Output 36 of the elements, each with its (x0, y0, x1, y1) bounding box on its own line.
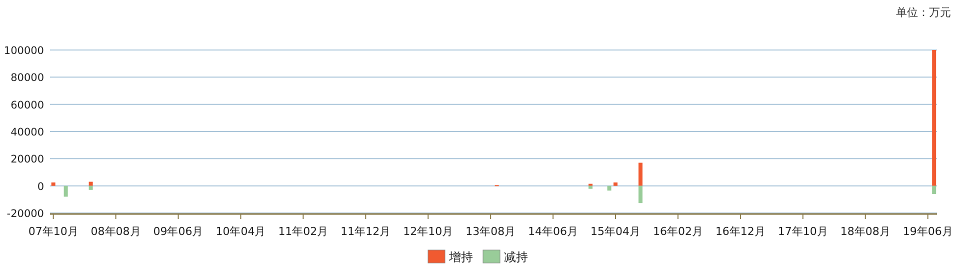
bar (932, 186, 936, 194)
y-tick-label: 0 (37, 180, 44, 193)
y-tick-label: 40000 (10, 126, 44, 138)
y-tick-label: 80000 (10, 72, 44, 84)
text: 单位：万元 (896, 6, 951, 19)
x-tick-label: 16年02月 (652, 225, 703, 238)
x-tick-label: 10年04月 (216, 225, 266, 238)
x-tick-label: 13年08月 (466, 225, 516, 238)
bar (88, 186, 93, 190)
x-tick-label: 07年10月 (28, 225, 78, 238)
x-tick-label: 11年12月 (340, 225, 391, 238)
bar (607, 186, 612, 191)
bar (614, 182, 618, 186)
bar (588, 186, 593, 189)
x-tick-label: 15年04月 (590, 225, 641, 238)
y-tick-label: 100000 (4, 45, 44, 57)
bar (51, 182, 56, 186)
legend-label: 增持 (448, 250, 473, 264)
bar (638, 162, 642, 186)
x-tick-label: 14年06月 (528, 225, 578, 238)
x-tick-label: 12年10月 (403, 225, 454, 238)
legend-label: 减持 (504, 250, 528, 264)
x-tick-label: 19年06月 (902, 225, 953, 238)
x-tick-label: 18年08月 (840, 225, 890, 238)
bar (64, 186, 68, 197)
bar (638, 186, 642, 204)
y-tick-label: -20000 (6, 208, 44, 220)
y-tick-label: 60000 (10, 99, 44, 112)
bar (88, 182, 93, 186)
x-tick-label: 17年10月 (778, 225, 828, 238)
x-tick-label: 16年12月 (715, 225, 766, 238)
x-tick-label: 08年08月 (90, 225, 141, 238)
y-tick-label: 20000 (10, 154, 44, 166)
bar (932, 50, 936, 186)
x-tick-label: 09年06月 (153, 225, 204, 238)
x-tick-label: 11年02月 (278, 225, 328, 238)
